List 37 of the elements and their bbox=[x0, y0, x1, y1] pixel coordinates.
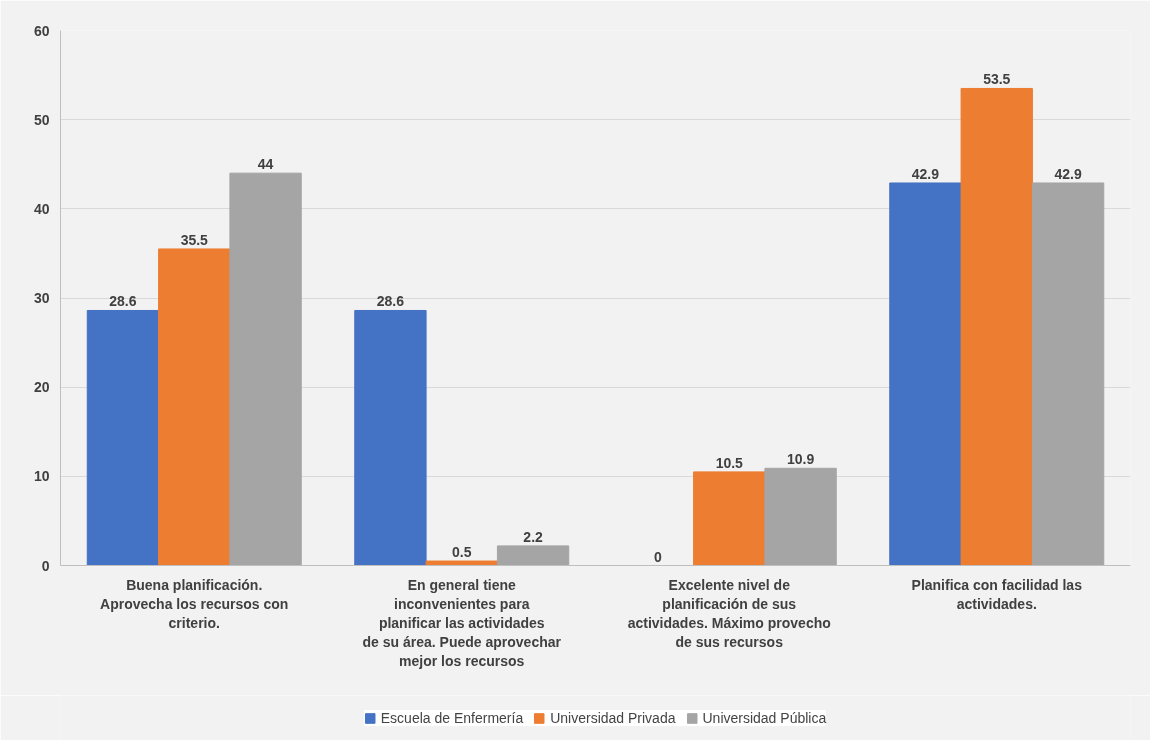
bar bbox=[425, 560, 498, 566]
y-tick-label: 30 bbox=[33, 290, 50, 306]
bar bbox=[693, 471, 766, 566]
y-tick-label: 10 bbox=[33, 468, 50, 485]
y-tick-label: 20 bbox=[33, 379, 50, 396]
data-label: 2.2 bbox=[523, 528, 544, 545]
bar bbox=[1031, 182, 1105, 566]
data-label: 0.5 bbox=[452, 544, 472, 561]
x-tick-label: En general tiene inconvenientes para planificar las actividades de su área. Puede aprovechar mejor los recursos bbox=[362, 576, 562, 670]
data-label: 42.9 bbox=[911, 165, 940, 182]
bar bbox=[764, 467, 837, 566]
y-tick-label: 40 bbox=[33, 200, 50, 217]
x-tick-label: Planifica con facilidad las actividades. bbox=[911, 576, 1083, 612]
data-label: 28.6 bbox=[109, 293, 137, 310]
data-label: 10.5 bbox=[715, 454, 744, 471]
data-label: 0 bbox=[654, 548, 663, 565]
legend-label: Universidad Pública bbox=[702, 709, 827, 726]
data-label: 35.5 bbox=[180, 231, 209, 248]
data-label: 44 bbox=[257, 156, 274, 173]
bar bbox=[889, 182, 962, 566]
data-label: 28.6 bbox=[376, 293, 405, 310]
bar bbox=[229, 172, 302, 566]
y-tick-label: 60 bbox=[33, 22, 50, 39]
data-label: 53.5 bbox=[983, 71, 1011, 88]
bar bbox=[86, 309, 160, 566]
data-label: 42.9 bbox=[1054, 165, 1082, 182]
x-tick-label: Excelente nivel de planificación de sus actividades. Máximo provecho de sus recursos bbox=[627, 576, 831, 651]
y-tick-label: 50 bbox=[33, 111, 50, 128]
bar bbox=[158, 248, 231, 566]
x-tick-label: Buena planificación. Aprovecha los recursos con criterio. bbox=[100, 576, 289, 631]
bar bbox=[960, 87, 1033, 566]
bar bbox=[354, 309, 427, 566]
bar bbox=[496, 545, 570, 566]
legend-label: Universidad Privada bbox=[550, 709, 676, 726]
legend-label: Escuela de Enfermería bbox=[380, 709, 524, 726]
y-tick-label: 0 bbox=[41, 557, 50, 574]
data-label: 10.9 bbox=[786, 451, 815, 468]
